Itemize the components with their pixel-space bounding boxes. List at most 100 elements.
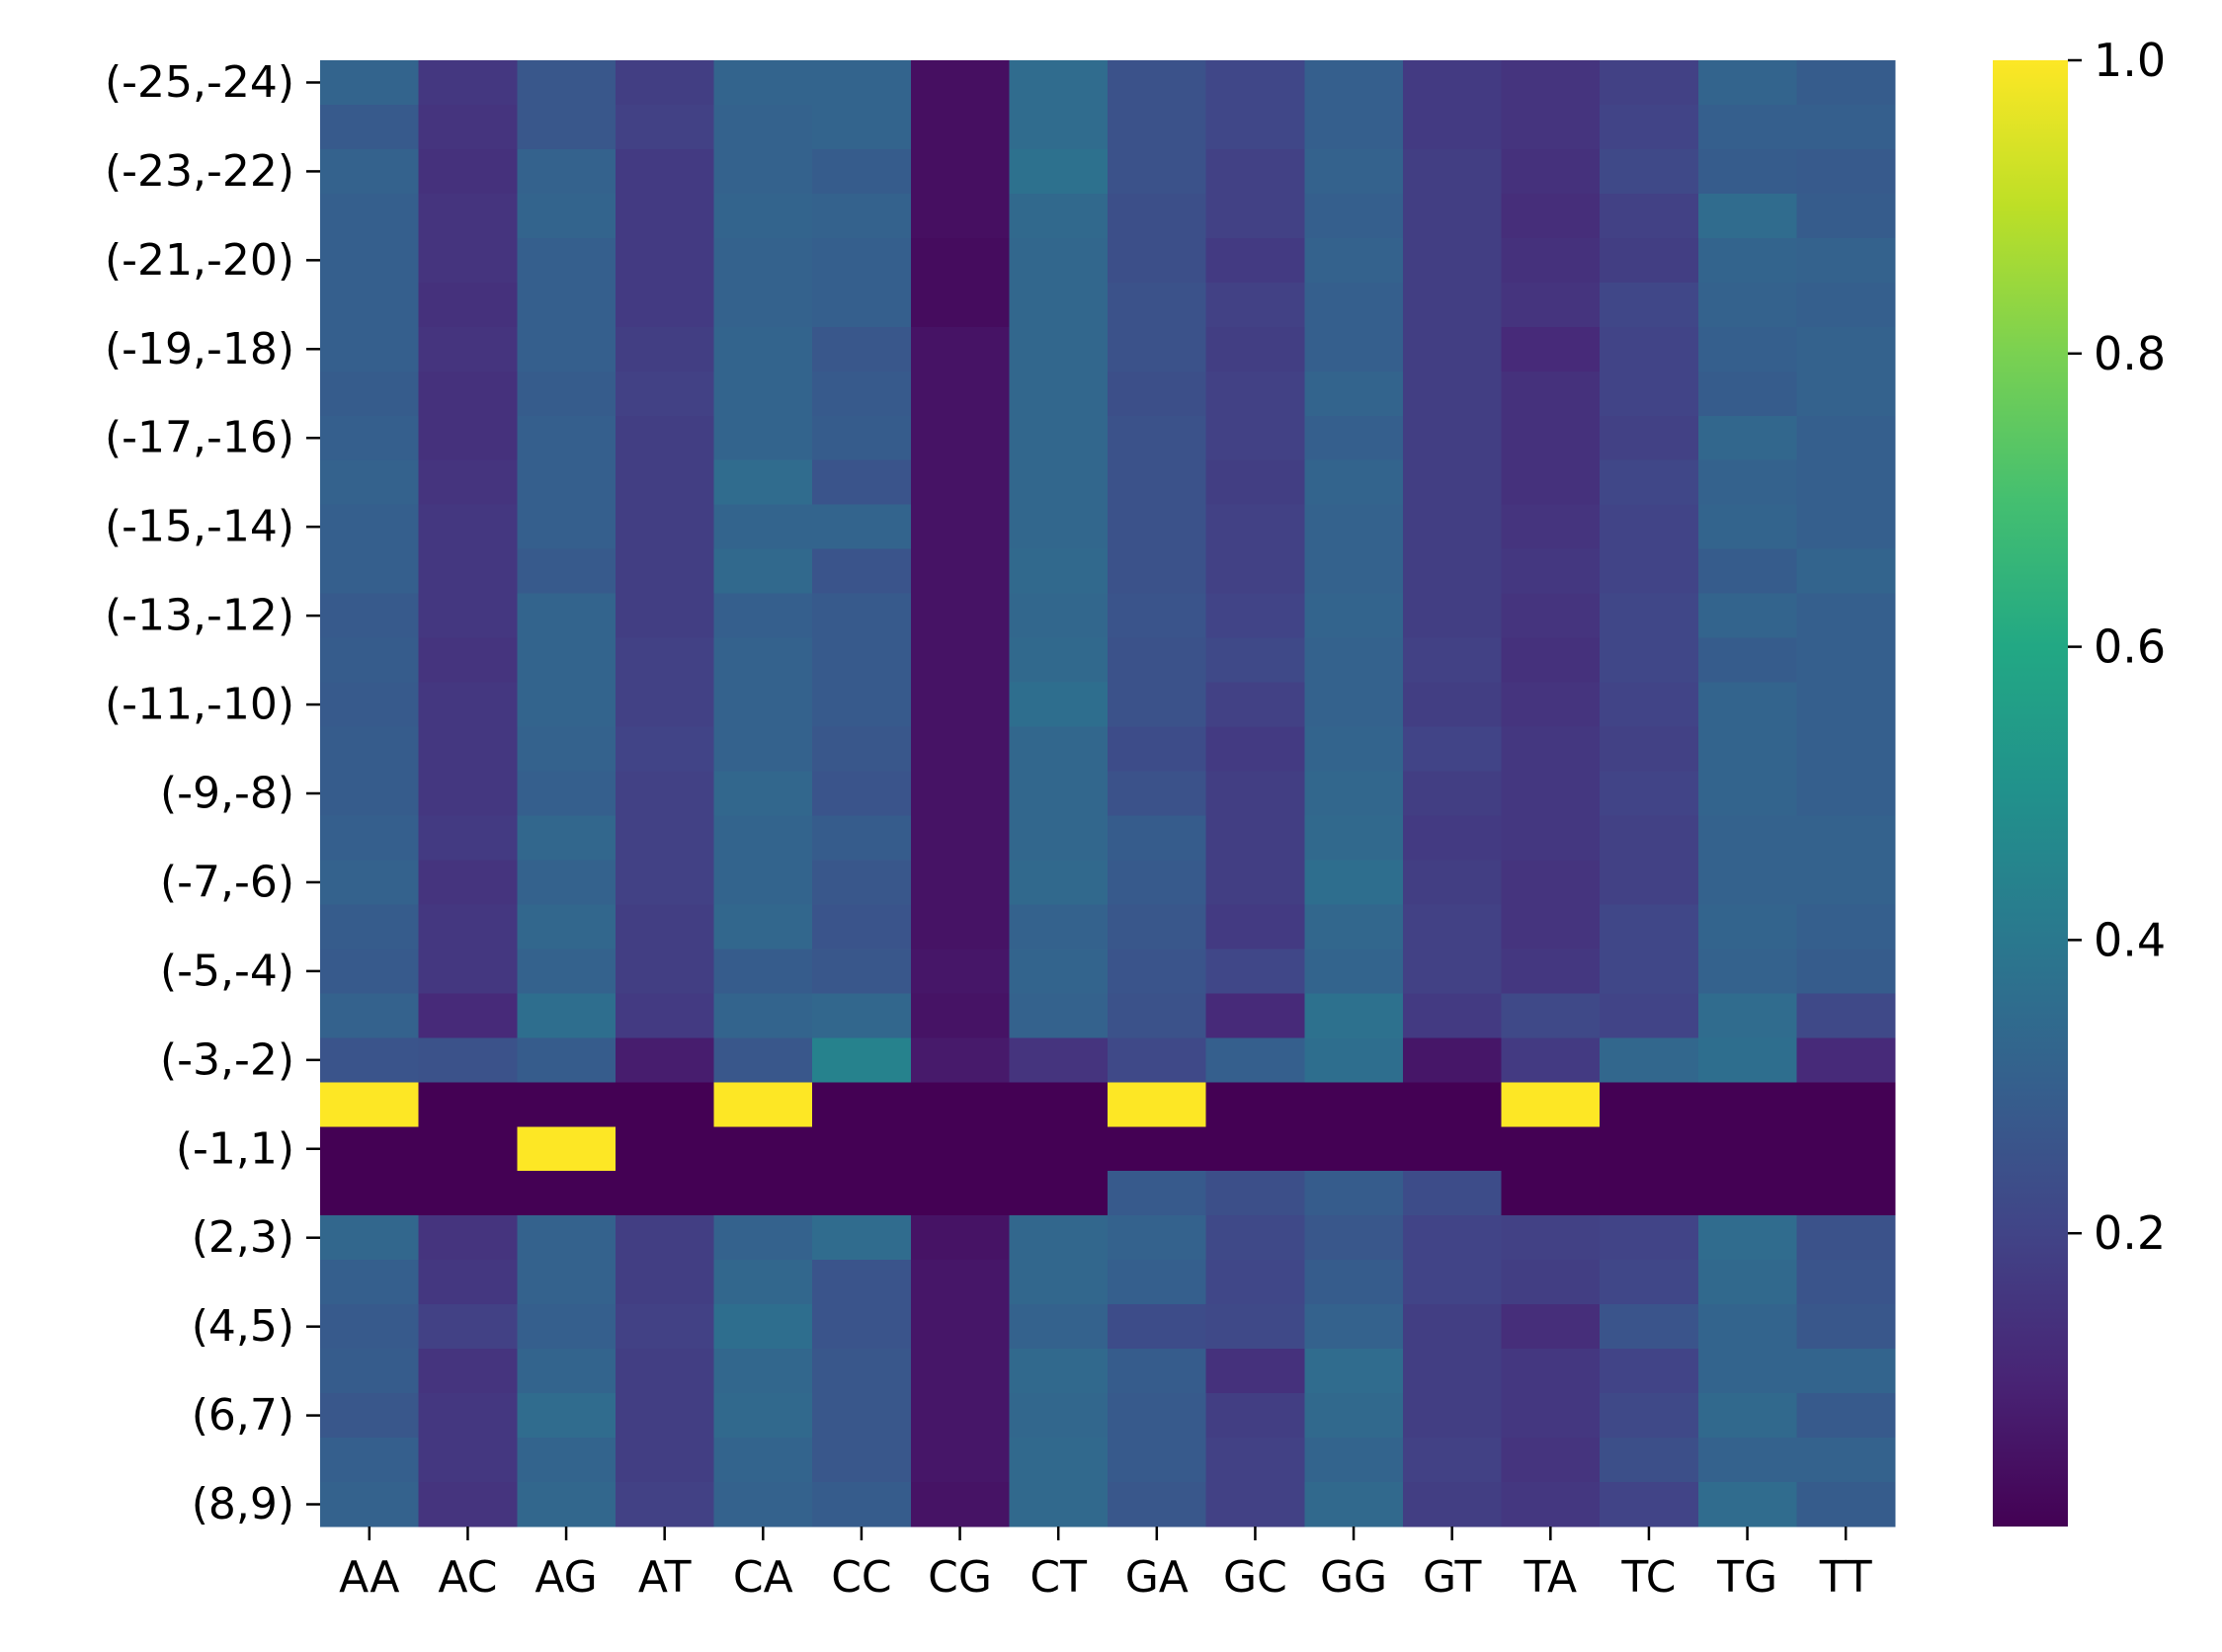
heatmap-cell-r17-GA xyxy=(1108,815,1207,862)
heatmap-cell-r17-GC xyxy=(1205,815,1305,862)
heatmap-cell-r25-AA xyxy=(320,1171,420,1216)
heatmap-cell-r29-GT xyxy=(1402,1349,1503,1394)
heatmap-cell-r1-GC xyxy=(1205,104,1305,150)
heatmap-cell-r27-CT xyxy=(1009,1260,1109,1305)
heatmap-cell-r28-GT xyxy=(1402,1304,1503,1350)
heatmap-cell-r5-GC xyxy=(1205,282,1305,328)
heatmap-cell-r30-CC xyxy=(812,1393,912,1439)
heatmap-cell-r6-CA xyxy=(713,326,813,372)
heatmap-cell-r23-TT xyxy=(1796,1082,1896,1127)
heatmap-cell-r2-CG xyxy=(910,148,1010,195)
heatmap-cell-r28-AG xyxy=(517,1304,617,1350)
heatmap-cell-r16-TA xyxy=(1501,771,1601,817)
colorbar-tick-label: 1.0 xyxy=(2094,34,2166,87)
heatmap-cell-r4-TA xyxy=(1501,237,1601,284)
heatmap-cell-r25-TG xyxy=(1697,1171,1797,1216)
heatmap-cell-r29-AA xyxy=(320,1349,420,1394)
heatmap-cell-r19-AA xyxy=(320,904,420,950)
heatmap-cell-r31-AT xyxy=(615,1438,715,1483)
heatmap-cell-r28-GA xyxy=(1108,1304,1207,1350)
heatmap-cell-r6-GT xyxy=(1402,326,1503,372)
heatmap-cell-r31-CT xyxy=(1009,1438,1109,1483)
heatmap-cell-r31-AC xyxy=(418,1438,518,1483)
heatmap-cell-r3-TG xyxy=(1697,193,1797,239)
heatmap-cell-r3-GA xyxy=(1108,193,1207,239)
heatmap-cell-r26-GT xyxy=(1402,1215,1503,1261)
heatmap-cell-r12-CT xyxy=(1009,593,1109,639)
heatmap-cell-r20-CG xyxy=(910,949,1010,994)
heatmap-cell-r27-AC xyxy=(418,1260,518,1305)
x-tick-label: GG xyxy=(1320,1552,1387,1603)
heatmap-cell-r16-AG xyxy=(517,771,617,817)
x-tick-label: CT xyxy=(1029,1552,1087,1603)
y-tick-label: (-3,-2) xyxy=(160,1034,294,1085)
heatmap-cell-r2-AG xyxy=(517,148,617,195)
x-axis: AA AC AG AT CA CC CG CT GA GC GG GT TA TC TG TT xyxy=(339,1527,1872,1603)
heatmap-cell-r4-AT xyxy=(615,237,715,284)
heatmap-cell-r16-TG xyxy=(1697,771,1797,817)
heatmap-cell-r3-GG xyxy=(1304,193,1404,239)
heatmap-cell-r13-GT xyxy=(1402,637,1503,684)
heatmap-cell-r19-TG xyxy=(1697,904,1797,950)
heatmap-cell-r32-TG xyxy=(1697,1482,1797,1528)
heatmap-cell-r8-CA xyxy=(713,415,813,461)
heatmap-cell-r21-GG xyxy=(1304,993,1404,1038)
heatmap-cell-r4-AA xyxy=(320,237,420,284)
heatmap-cell-r14-AT xyxy=(615,682,715,728)
heatmap-cell-r20-TG xyxy=(1697,949,1797,994)
heatmap-cell-r22-AC xyxy=(418,1037,518,1083)
heatmap-cell-r0-TT xyxy=(1796,60,1896,106)
y-tick-label: (-9,-8) xyxy=(160,769,294,819)
heatmap-cell-r24-TT xyxy=(1796,1126,1896,1172)
heatmap-cell-r24-AA xyxy=(320,1126,420,1172)
heatmap-cell-r30-GA xyxy=(1108,1393,1207,1439)
heatmap-cell-r25-CA xyxy=(713,1171,813,1216)
heatmap-cell-r26-CC xyxy=(812,1215,912,1261)
heatmap-cell-r19-TT xyxy=(1796,904,1896,950)
heatmap-cell-r2-AA xyxy=(320,148,420,195)
heatmap-cell-r23-GC xyxy=(1205,1082,1305,1127)
heatmap-cell-r32-TT xyxy=(1796,1482,1896,1528)
heatmap-cell-r21-TC xyxy=(1600,993,1699,1038)
heatmap-cell-r28-CT xyxy=(1009,1304,1109,1350)
x-tick-label: CA xyxy=(733,1552,793,1603)
heatmap-cell-r10-AT xyxy=(615,504,715,550)
heatmap-cell-r8-GA xyxy=(1108,415,1207,461)
heatmap-cell-r0-GT xyxy=(1402,60,1503,106)
heatmap-cell-r0-GA xyxy=(1108,60,1207,106)
heatmap-cell-r27-TT xyxy=(1796,1260,1896,1305)
heatmap-cell-r27-CG xyxy=(910,1260,1010,1305)
heatmap-cell-r29-TG xyxy=(1697,1349,1797,1394)
heatmap-cell-r5-CT xyxy=(1009,282,1109,328)
heatmap-cell-r28-AT xyxy=(615,1304,715,1350)
heatmap-cell-r29-CG xyxy=(910,1349,1010,1394)
heatmap-cell-r31-GG xyxy=(1304,1438,1404,1483)
heatmap-cell-r26-TT xyxy=(1796,1215,1896,1261)
heatmap-cell-r18-CG xyxy=(910,860,1010,906)
heatmap-cell-r29-GG xyxy=(1304,1349,1404,1394)
heatmap-cell-r3-CC xyxy=(812,193,912,239)
heatmap-cell-r30-TC xyxy=(1600,1393,1699,1439)
heatmap-cell-r14-AG xyxy=(517,682,617,728)
x-tick-label: TC xyxy=(1620,1552,1676,1603)
heatmap-cell-r11-TG xyxy=(1697,548,1797,595)
heatmap-cell-r32-TC xyxy=(1600,1482,1699,1528)
heatmap-cell-r29-AT xyxy=(615,1349,715,1394)
heatmap-cell-r24-CA xyxy=(713,1126,813,1172)
heatmap-cell-r8-GT xyxy=(1402,415,1503,461)
heatmap-cell-r21-TT xyxy=(1796,993,1896,1038)
heatmap-cell-r9-AA xyxy=(320,459,420,506)
heatmap-cell-r0-AA xyxy=(320,60,420,106)
heatmap-cell-r15-CC xyxy=(812,726,912,773)
y-tick-label: (-13,-12) xyxy=(105,591,294,641)
heatmap-cell-r7-CG xyxy=(910,371,1010,417)
heatmap-cell-r29-AC xyxy=(418,1349,518,1394)
heatmap-cell-r20-TC xyxy=(1600,949,1699,994)
heatmap-cell-r21-AA xyxy=(320,993,420,1038)
heatmap-cell-r25-TA xyxy=(1501,1171,1601,1216)
heatmap-cell-r26-GA xyxy=(1108,1215,1207,1261)
heatmap-cell-r16-GA xyxy=(1108,771,1207,817)
heatmap-cell-r29-TA xyxy=(1501,1349,1601,1394)
heatmap-cell-r14-AC xyxy=(418,682,518,728)
heatmap-cell-r30-AT xyxy=(615,1393,715,1439)
